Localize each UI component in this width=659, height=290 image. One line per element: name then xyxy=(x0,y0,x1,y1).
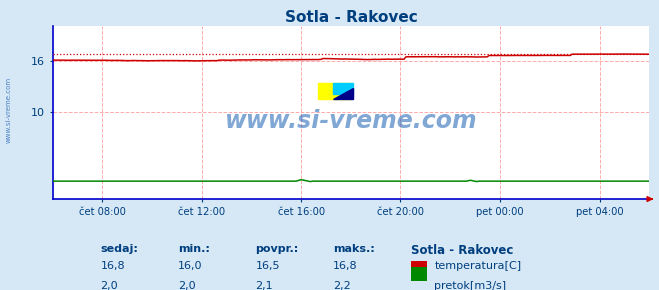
Text: pretok[m3/s]: pretok[m3/s] xyxy=(434,281,507,290)
Text: 2,2: 2,2 xyxy=(333,281,351,290)
Text: 16,8: 16,8 xyxy=(333,261,358,271)
Text: povpr.:: povpr.: xyxy=(256,244,299,254)
Text: 16,0: 16,0 xyxy=(178,261,202,271)
Bar xyxy=(333,84,353,94)
Bar xyxy=(411,261,427,275)
Text: temperatura[C]: temperatura[C] xyxy=(434,261,521,271)
Text: www.si-vreme.com: www.si-vreme.com xyxy=(5,77,12,143)
Bar xyxy=(318,84,351,99)
Text: maks.:: maks.: xyxy=(333,244,375,254)
Text: sedaj:: sedaj: xyxy=(100,244,138,254)
Title: Sotla - Rakovec: Sotla - Rakovec xyxy=(285,10,417,25)
Text: 16,5: 16,5 xyxy=(256,261,280,271)
Text: 2,1: 2,1 xyxy=(256,281,273,290)
Polygon shape xyxy=(333,88,353,99)
Text: 2,0: 2,0 xyxy=(178,281,196,290)
Text: 2,0: 2,0 xyxy=(100,281,118,290)
Text: Sotla - Rakovec: Sotla - Rakovec xyxy=(411,244,513,257)
Bar xyxy=(411,267,427,281)
Text: www.si-vreme.com: www.si-vreme.com xyxy=(225,109,477,133)
Text: 16,8: 16,8 xyxy=(100,261,125,271)
Text: min.:: min.: xyxy=(178,244,210,254)
